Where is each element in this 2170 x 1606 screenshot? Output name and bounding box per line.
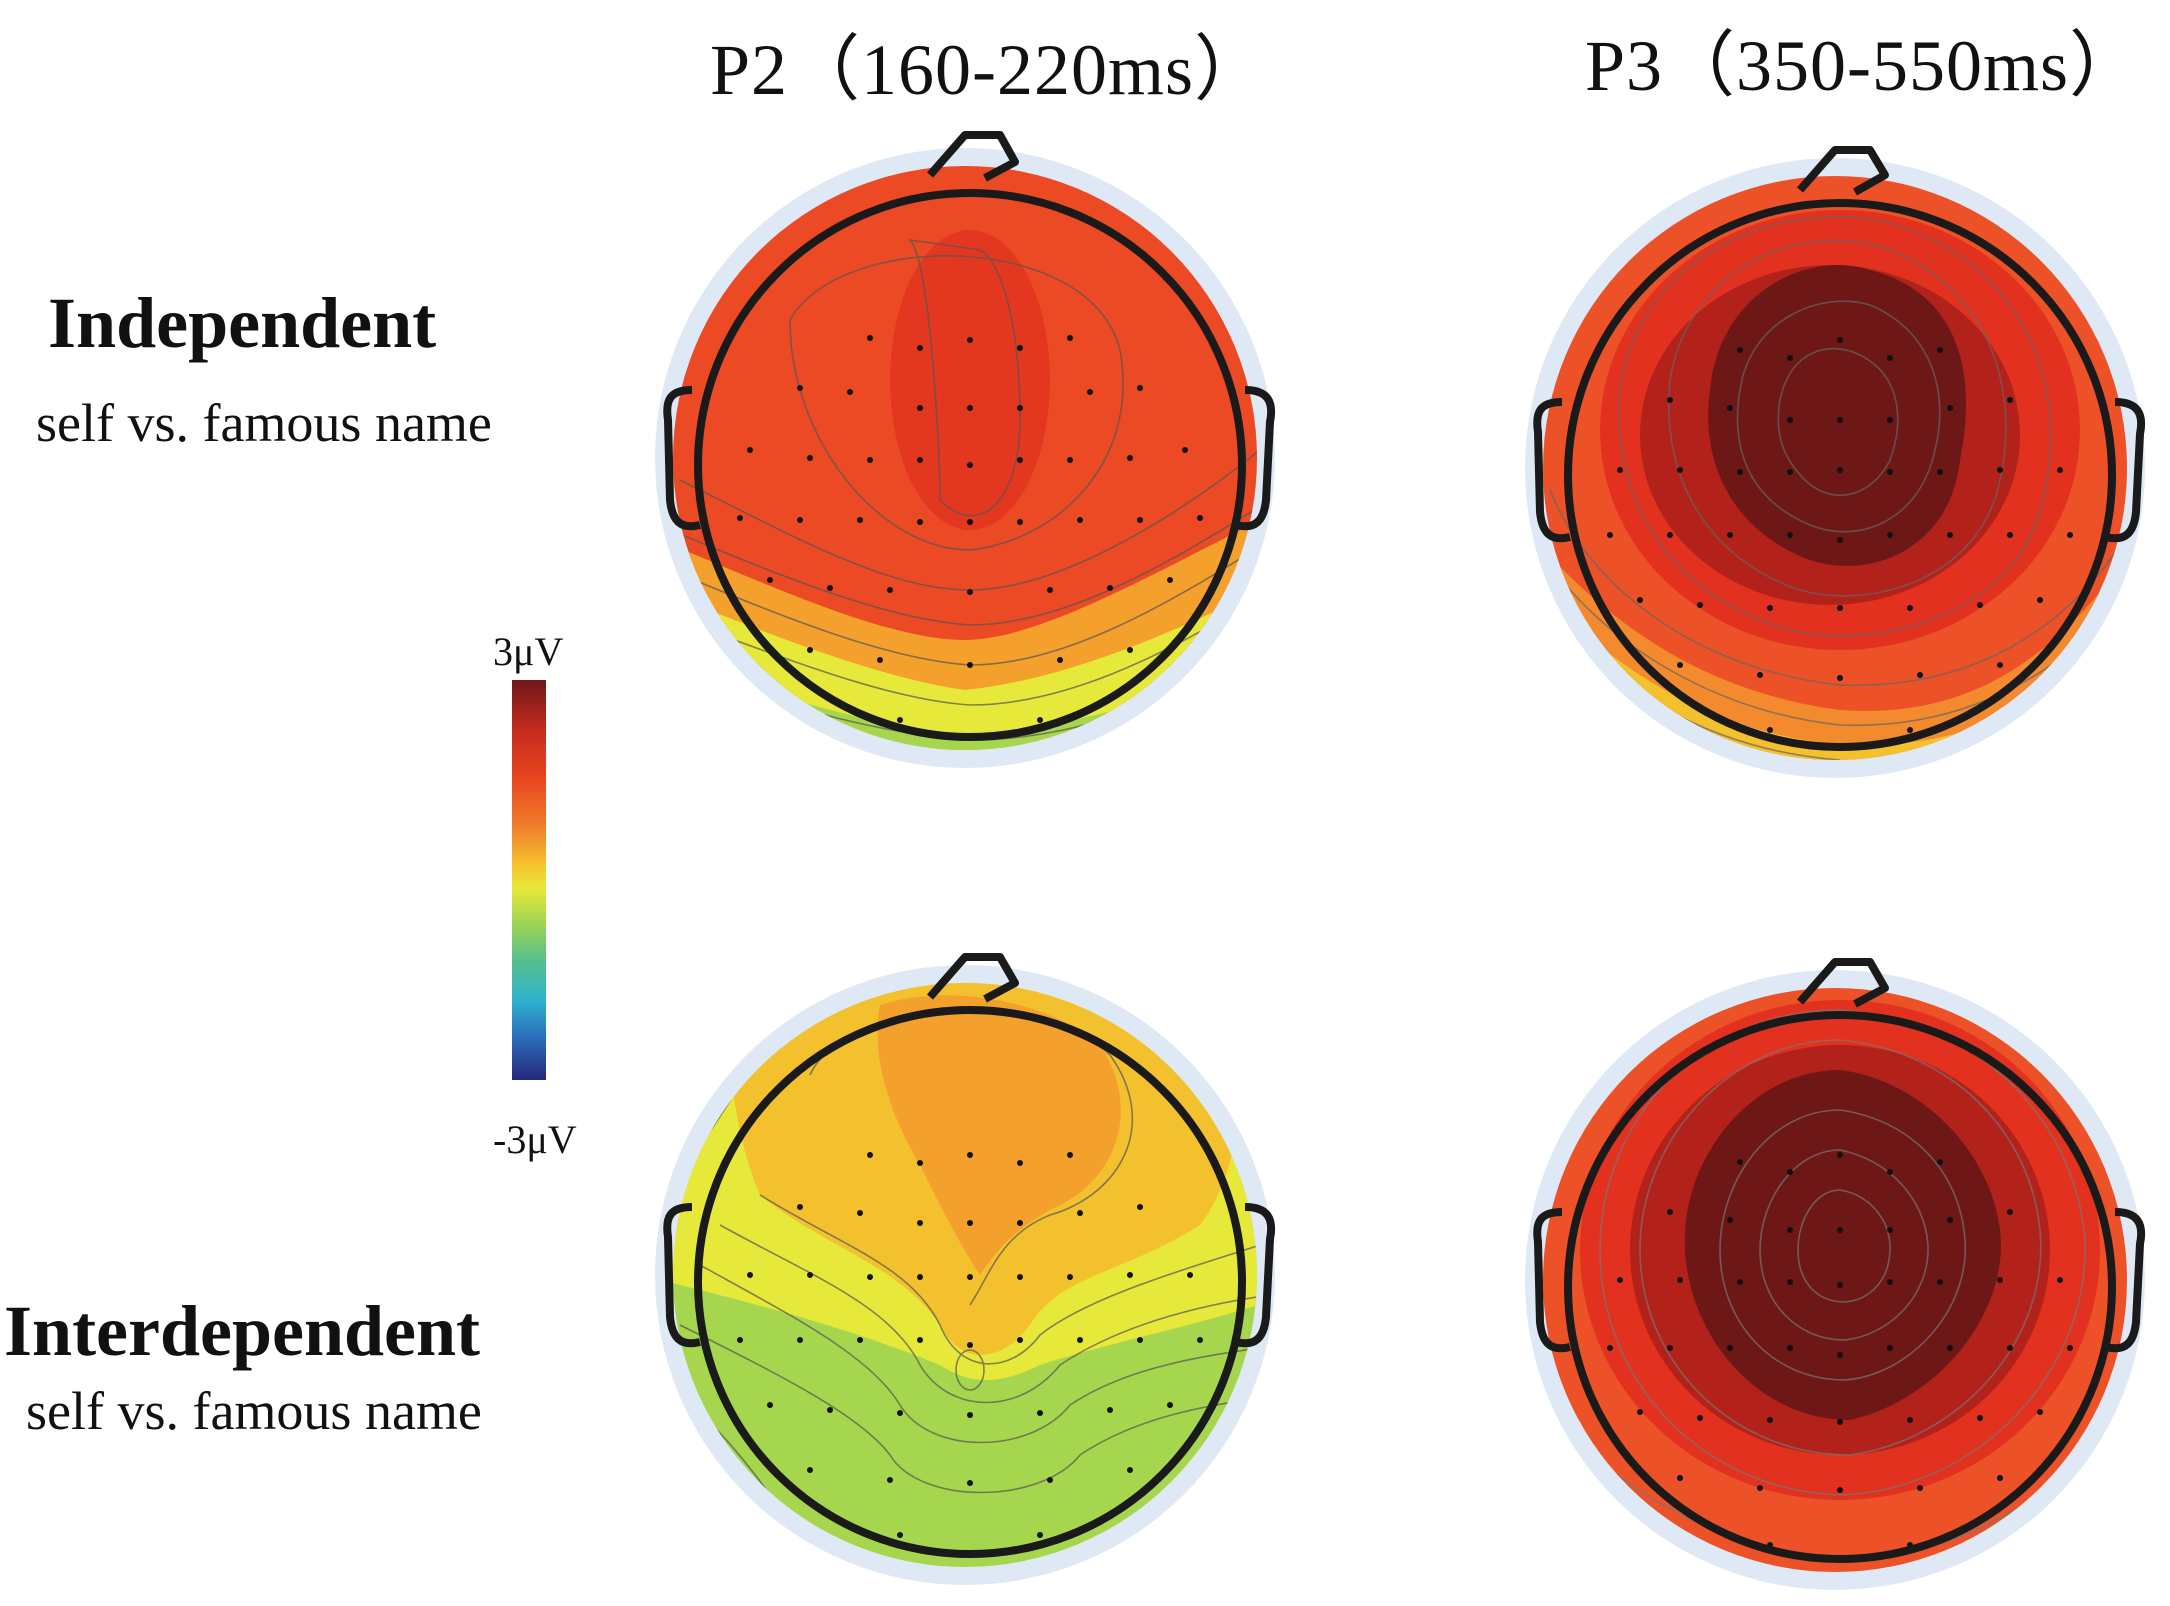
row-subtitle-interdependent: self vs. famous name — [26, 1381, 482, 1441]
head-outline — [1564, 1011, 2116, 1563]
column-title-p3: P3（350-550ms） — [1585, 6, 2142, 111]
topomap-p3-interdependent — [1525, 958, 2146, 1590]
right-ear-outline — [2105, 398, 2146, 543]
row-title-interdependent: Interdependent — [4, 1291, 481, 1371]
row-subtitle-independent: self vs. famous name — [36, 393, 492, 453]
left-ear-outline — [663, 1203, 701, 1348]
right-ear-outline — [2105, 1208, 2146, 1353]
topomap-p3-independent — [1525, 146, 2146, 778]
left-ear-outline — [663, 386, 701, 531]
head-outline — [1564, 199, 2116, 751]
colorbar-max-label: 3μV — [493, 629, 564, 674]
column-title-p3-range: （350-550ms） — [1663, 26, 2143, 106]
nose-outline — [926, 953, 1019, 1003]
row-title-independent: Independent — [48, 283, 437, 363]
head-outline — [694, 189, 1246, 741]
column-title-p2-label: P2 — [710, 30, 789, 110]
right-ear-outline — [1235, 386, 1276, 531]
right-ear-outline — [1235, 1203, 1276, 1348]
nose-outline — [1796, 958, 1889, 1008]
column-title-p2: P2（160-220ms） — [710, 10, 1267, 115]
nose-outline — [926, 131, 1019, 182]
colorbar — [512, 680, 546, 1080]
left-ear-outline — [1533, 398, 1571, 543]
left-ear-outline — [1533, 1208, 1571, 1353]
head-outline — [694, 1006, 1246, 1558]
column-title-p3-label: P3 — [1585, 26, 1664, 106]
column-title-p2-range: （160-220ms） — [788, 30, 1268, 110]
topomap-p2-interdependent — [655, 953, 1276, 1585]
topomap-p2-independent — [655, 131, 1276, 768]
nose-outline — [1796, 146, 1889, 196]
colorbar-min-label: -3μV — [493, 1117, 577, 1162]
